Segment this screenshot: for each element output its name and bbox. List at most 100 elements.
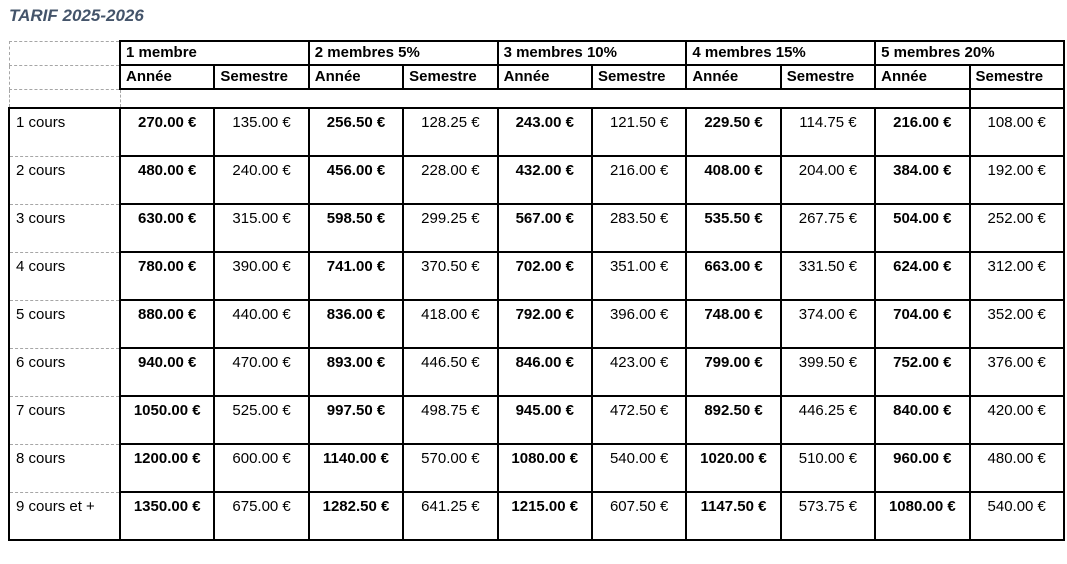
price-cell: 420.00 € — [968, 395, 1065, 445]
price-cell: 370.50 € — [402, 251, 499, 301]
row-label: 4 cours — [8, 251, 121, 301]
row-label: 7 cours — [8, 395, 121, 445]
price-cell: 216.00 € — [874, 107, 971, 157]
price-cell: 480.00 € — [968, 443, 1065, 493]
row-label: 6 cours — [8, 347, 121, 397]
group-header-1-membre: 1 membre — [119, 40, 310, 66]
price-cell: 525.00 € — [213, 395, 310, 445]
document-page: TARIF 2025-2026 1 membre 2 membres 5% 3 … — [8, 6, 1065, 541]
price-cell: 893.00 € — [307, 347, 405, 397]
group-header-row: 1 membre 2 membres 5% 3 membres 10% 4 me… — [8, 40, 1065, 66]
price-cell: 256.50 € — [307, 107, 405, 157]
price-cell: 641.25 € — [402, 491, 499, 541]
price-cell: 498.75 € — [402, 395, 499, 445]
price-cell: 192.00 € — [968, 155, 1065, 205]
price-cell: 376.00 € — [968, 347, 1065, 397]
subheader-semestre: Semestre — [590, 64, 688, 90]
subheader-semestre: Semestre — [779, 64, 877, 90]
group-header-5-membres: 5 membres 20% — [874, 40, 1065, 66]
price-cell: 945.00 € — [496, 395, 593, 445]
price-cell: 384.00 € — [874, 155, 971, 205]
price-cell: 108.00 € — [968, 107, 1065, 157]
price-cell: 252.00 € — [968, 203, 1065, 253]
price-cell: 675.00 € — [213, 491, 310, 541]
spacer-cell — [120, 89, 970, 108]
price-cell: 390.00 € — [213, 251, 310, 301]
price-cell: 741.00 € — [307, 251, 405, 301]
price-cell: 598.50 € — [307, 203, 405, 253]
price-cell: 399.50 € — [779, 347, 877, 397]
row-label: 5 cours — [8, 299, 121, 349]
price-cell: 836.00 € — [307, 299, 405, 349]
price-cell: 1080.00 € — [874, 491, 971, 541]
table-row: 9 cours et + 1350.00 € 675.00 € 1282.50 … — [8, 491, 1065, 541]
price-cell: 540.00 € — [968, 491, 1065, 541]
price-cell: 432.00 € — [496, 155, 593, 205]
price-cell: 540.00 € — [590, 443, 688, 493]
price-cell: 243.00 € — [496, 107, 593, 157]
row-label: 1 cours — [8, 107, 121, 157]
table-row: 3 cours 630.00 € 315.00 € 598.50 € 299.2… — [8, 203, 1065, 253]
price-cell: 423.00 € — [590, 347, 688, 397]
price-cell: 229.50 € — [685, 107, 782, 157]
price-cell: 267.75 € — [779, 203, 877, 253]
price-cell: 352.00 € — [968, 299, 1065, 349]
price-cell: 440.00 € — [213, 299, 310, 349]
price-cell: 504.00 € — [874, 203, 971, 253]
subheader-semestre: Semestre — [402, 64, 499, 90]
price-cell: 663.00 € — [685, 251, 782, 301]
price-cell: 792.00 € — [496, 299, 593, 349]
price-cell: 846.00 € — [496, 347, 593, 397]
price-cell: 1200.00 € — [118, 443, 216, 493]
price-cell: 960.00 € — [874, 443, 971, 493]
spacer-end-cell — [968, 89, 1065, 108]
page-title: TARIF 2025-2026 — [9, 6, 144, 25]
price-cell: 121.50 € — [590, 107, 688, 157]
row-label: 9 cours et + — [8, 491, 121, 541]
price-cell: 446.50 € — [402, 347, 499, 397]
price-cell: 624.00 € — [874, 251, 971, 301]
group-header-4-membres: 4 membres 15% — [685, 40, 877, 66]
group-header-2-membres: 2 membres 5% — [307, 40, 499, 66]
price-cell: 331.50 € — [779, 251, 877, 301]
price-cell: 299.25 € — [402, 203, 499, 253]
price-cell: 408.00 € — [685, 155, 782, 205]
corner-empty-cell — [8, 64, 121, 90]
price-cell: 510.00 € — [779, 443, 877, 493]
price-cell: 535.50 € — [685, 203, 782, 253]
spacer-row — [8, 88, 1065, 109]
price-cell: 418.00 € — [402, 299, 499, 349]
price-cell: 780.00 € — [118, 251, 216, 301]
price-cell: 702.00 € — [496, 251, 593, 301]
spacer-label-cell — [8, 88, 121, 109]
price-cell: 704.00 € — [874, 299, 971, 349]
price-cell: 573.75 € — [779, 491, 877, 541]
price-cell: 396.00 € — [590, 299, 688, 349]
table-row: 1 cours 270.00 € 135.00 € 256.50 € 128.2… — [8, 107, 1065, 157]
price-cell: 204.00 € — [779, 155, 877, 205]
price-cell: 880.00 € — [118, 299, 216, 349]
price-cell: 446.25 € — [779, 395, 877, 445]
price-cell: 228.00 € — [402, 155, 499, 205]
price-cell: 472.50 € — [590, 395, 688, 445]
price-cell: 1020.00 € — [685, 443, 782, 493]
row-label: 3 cours — [8, 203, 121, 253]
row-label: 8 cours — [8, 443, 121, 493]
price-cell: 216.00 € — [590, 155, 688, 205]
subheader-annee: Année — [118, 64, 216, 90]
price-cell: 374.00 € — [779, 299, 877, 349]
subheader-annee: Année — [496, 64, 593, 90]
price-cell: 748.00 € — [685, 299, 782, 349]
price-cell: 351.00 € — [590, 251, 688, 301]
price-cell: 940.00 € — [118, 347, 216, 397]
table-row: 2 cours 480.00 € 240.00 € 456.00 € 228.0… — [8, 155, 1065, 205]
table-row: 8 cours 1200.00 € 600.00 € 1140.00 € 570… — [8, 443, 1065, 493]
price-cell: 283.50 € — [590, 203, 688, 253]
price-cell: 312.00 € — [968, 251, 1065, 301]
tarif-table: 1 membre 2 membres 5% 3 membres 10% 4 me… — [8, 40, 1065, 541]
price-cell: 1050.00 € — [118, 395, 216, 445]
price-cell: 567.00 € — [496, 203, 593, 253]
price-cell: 630.00 € — [118, 203, 216, 253]
price-cell: 470.00 € — [213, 347, 310, 397]
price-cell: 315.00 € — [213, 203, 310, 253]
